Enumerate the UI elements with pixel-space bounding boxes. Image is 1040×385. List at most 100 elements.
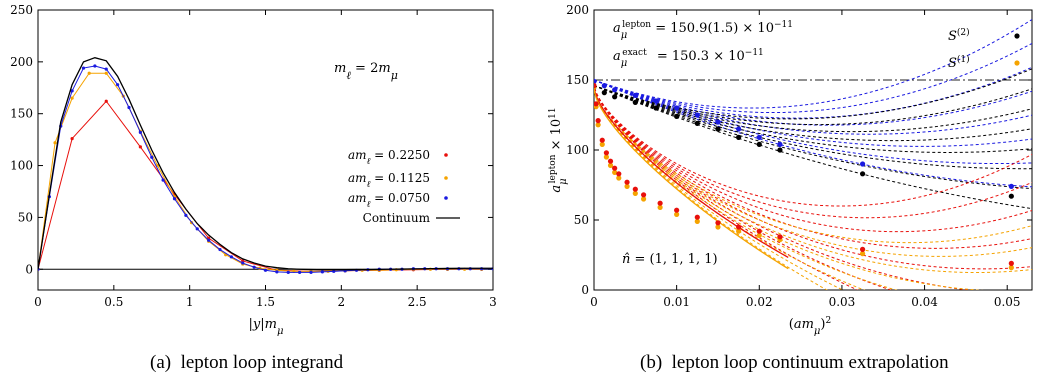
data-point-blue bbox=[756, 134, 762, 140]
legend-label-black: Continuum bbox=[363, 211, 431, 225]
data-point-black bbox=[736, 134, 742, 140]
data-point-red bbox=[594, 101, 599, 107]
x-tick-label: 2 bbox=[338, 295, 346, 309]
data-point-orange bbox=[104, 71, 108, 75]
panel-b-annotation-lepton: aμlepton = 150.9(1.5) × 10−11 bbox=[613, 20, 793, 41]
data-point-blue bbox=[736, 126, 742, 132]
data-point-black bbox=[694, 120, 700, 126]
data-point-red bbox=[104, 99, 108, 103]
data-point-blue bbox=[309, 270, 313, 274]
data-point-red bbox=[694, 214, 700, 220]
fit-curve-blue bbox=[594, 79, 1032, 147]
series-line-black bbox=[38, 57, 493, 271]
data-point-blue bbox=[320, 270, 324, 274]
fit-curve-orange bbox=[594, 85, 1032, 274]
legend-marker-blue bbox=[444, 196, 448, 200]
series-line-red bbox=[38, 100, 482, 272]
data-point-blue bbox=[612, 87, 618, 93]
data-point-orange bbox=[859, 251, 866, 257]
data-point-blue bbox=[150, 155, 154, 159]
fit-curve-black bbox=[594, 68, 1032, 120]
data-point-red bbox=[640, 192, 647, 198]
fit-curve-black bbox=[594, 85, 1032, 190]
data-point-black bbox=[674, 113, 680, 119]
data-point-blue bbox=[116, 83, 120, 87]
data-point-red bbox=[715, 220, 721, 226]
data-point-red bbox=[632, 186, 638, 192]
fit-curve-orange bbox=[594, 85, 898, 290]
data-point-black bbox=[1008, 193, 1014, 199]
data-point-orange bbox=[756, 232, 762, 238]
data-point-red bbox=[607, 158, 614, 164]
panel-a: 0 0.5 1 1.5 2 2.5 3 0 50 100 150 200 250 mℓ = 2mμ am… bbox=[10, 3, 497, 337]
x-tick-label: 0 bbox=[34, 295, 42, 309]
data-point-blue bbox=[172, 197, 177, 201]
data-point-orange bbox=[624, 183, 630, 189]
data-point-red bbox=[612, 165, 618, 171]
data-point-blue bbox=[138, 130, 142, 134]
data-point-blue bbox=[93, 64, 97, 68]
fit-curve-blue bbox=[594, 79, 1032, 188]
data-point-blue bbox=[286, 270, 290, 274]
data-point-orange bbox=[607, 162, 614, 168]
legend-marker-red bbox=[444, 153, 448, 157]
data-point-red bbox=[616, 171, 622, 177]
data-point-orange bbox=[599, 141, 605, 147]
data-point-black bbox=[715, 126, 721, 132]
data-point-red bbox=[1008, 260, 1014, 266]
data-point-red bbox=[138, 145, 142, 149]
fit-curve-blue bbox=[594, 19, 1032, 109]
data-point-blue bbox=[298, 270, 302, 274]
panel-b-plot-area bbox=[594, 19, 1032, 290]
caption-b-text: lepton loop continuum extrapolation bbox=[671, 352, 949, 373]
fit-curve-orange bbox=[594, 85, 1032, 244]
data-point-black bbox=[653, 105, 659, 111]
data-point-blue bbox=[1008, 183, 1014, 189]
panel-b-annotation-nhat: n̂ = (1, 1, 1, 1) bbox=[622, 252, 718, 267]
caption-b: (b) lepton loop continuum extrapolation bbox=[640, 352, 949, 374]
data-point-blue bbox=[653, 98, 659, 104]
panel-b: 0 0.01 0.02 0.03 0.04 0.05 0 50 100 150 200 aμlept… bbox=[548, 3, 1033, 337]
data-point-black bbox=[756, 141, 762, 147]
data-point-blue bbox=[70, 89, 74, 93]
data-point-blue bbox=[241, 261, 245, 265]
x-tick-label: 0.01 bbox=[663, 295, 690, 309]
data-point-blue bbox=[218, 247, 222, 252]
legend-marker-s1 bbox=[1014, 60, 1020, 66]
series-line-blue bbox=[38, 65, 493, 273]
caption-a-tag: (a) bbox=[150, 352, 172, 373]
data-point-orange bbox=[595, 122, 601, 128]
y-tick-label: 0 bbox=[25, 262, 33, 276]
fit-curve-red bbox=[594, 82, 1032, 219]
data-point-red bbox=[736, 224, 742, 230]
fit-curve-black bbox=[594, 85, 1032, 210]
data-point-orange bbox=[715, 224, 721, 230]
fit-curve-orange-best bbox=[594, 86, 789, 270]
data-point-red bbox=[599, 137, 605, 143]
data-point-orange bbox=[70, 96, 74, 100]
x-tick-label: 1 bbox=[186, 295, 194, 309]
fit-curve-black bbox=[594, 85, 1032, 133]
data-point-blue bbox=[161, 178, 165, 182]
data-point-red bbox=[70, 136, 74, 141]
data-point-blue bbox=[252, 265, 256, 269]
x-tick-label: 0.04 bbox=[911, 295, 938, 309]
legend-marker-orange bbox=[444, 176, 448, 180]
legend-label-red: amℓ = 0.2250 bbox=[348, 148, 430, 167]
x-tick-label: 0.02 bbox=[746, 295, 773, 309]
data-point-blue bbox=[81, 66, 86, 70]
data-point-orange bbox=[1008, 265, 1014, 271]
y-tick-label: 50 bbox=[18, 210, 33, 224]
fit-curve-black bbox=[594, 85, 1032, 126]
data-point-red bbox=[859, 246, 866, 252]
y-tick-label: 150 bbox=[10, 107, 33, 121]
panel-b-annotation-exact: aμexact = 150.3 × 10−11 bbox=[613, 48, 764, 69]
data-point-blue bbox=[207, 238, 211, 242]
y-tick-label: 50 bbox=[574, 213, 589, 227]
data-point-red bbox=[657, 200, 663, 206]
data-point-orange bbox=[694, 218, 700, 224]
data-point-orange bbox=[736, 228, 742, 234]
y-tick-label: 200 bbox=[566, 3, 589, 17]
data-point-orange bbox=[657, 204, 663, 210]
